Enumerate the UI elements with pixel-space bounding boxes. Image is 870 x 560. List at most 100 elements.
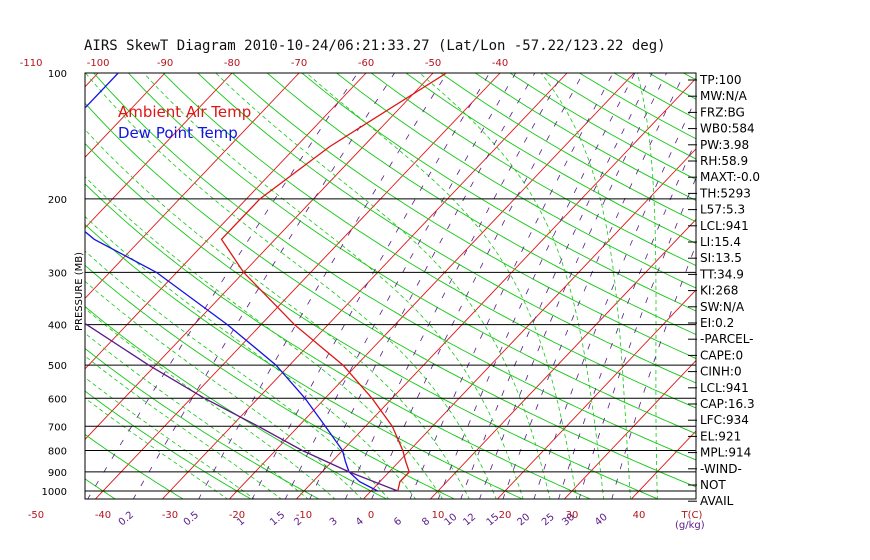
pressure-tick-label: 300 <box>48 268 67 279</box>
index-label: CINH:0 <box>700 365 742 379</box>
dry-adiabat-line <box>336 73 696 289</box>
moist-adiabat-line <box>215 73 551 499</box>
index-label: LCL:941 <box>700 219 749 233</box>
index-label: TP:100 <box>699 73 742 87</box>
mixing-ratio-line <box>502 73 685 499</box>
mixing-ratio-line <box>87 73 358 499</box>
dry-adiabat-line <box>85 478 116 499</box>
mixing-ratio-tick-labels: 0.2 0.5 1 1.5 2 3 4 6 8 10 12 15 20 25 30 40 <box>117 510 610 529</box>
isotherm-line <box>85 73 434 441</box>
top-temperature-tick-label: -110 <box>20 58 43 69</box>
dry-adiabat-line <box>753 73 870 500</box>
isotherm-line <box>429 218 696 499</box>
isotherm-line <box>228 73 635 499</box>
mixing-ratio-line <box>251 73 490 499</box>
mixing-ratio-tick-label: 8 <box>420 516 432 529</box>
index-label: PW:3.98 <box>700 138 749 152</box>
index-label: L57:5.3 <box>700 203 745 217</box>
index-label: EL:921 <box>700 429 741 443</box>
mixing-ratio-line <box>198 73 448 499</box>
dew-point-temp-series-line <box>85 73 378 492</box>
dry-adiabat-line <box>85 102 696 488</box>
mixing-ratio-tick-label: 3 <box>328 516 340 529</box>
top-temperature-tick-label: -70 <box>291 58 307 69</box>
bottom-temperature-tick-label: 0 <box>368 510 374 521</box>
pressure-tick-label: 100 <box>48 69 67 80</box>
isotherm-line <box>630 430 696 499</box>
index-label: SI:13.5 <box>700 251 742 265</box>
dry-adiabat-line <box>266 73 696 335</box>
isotherm-line <box>161 73 568 499</box>
dry-adiabat-line <box>128 73 696 435</box>
mixing-ratio-tick-label: 1 <box>235 516 247 529</box>
legend: Ambient Air Temp Dew Point Temp <box>118 103 251 142</box>
mixing-ratio-line <box>132 73 395 499</box>
index-label: WB0:584 <box>700 122 755 136</box>
moist-adiabat-line <box>85 307 336 499</box>
bottom-temperature-tick-label: -50 <box>28 510 44 521</box>
top-temperature-tick-label: -80 <box>224 58 240 69</box>
mixing-ratio-line <box>284 73 516 499</box>
mixing-ratio-tick-label: 10 <box>443 512 460 529</box>
mixing-ratio-unit-label: (g/kg) <box>675 520 705 531</box>
bottom-temperature-tick-label: 20 <box>499 510 512 521</box>
y-axis-label: PRESSURE (MB) <box>74 252 85 331</box>
top-temperature-tick-label: -50 <box>425 58 441 69</box>
moist-adiabat-line <box>419 73 605 499</box>
profile-series <box>85 73 447 492</box>
parcel-series-line <box>85 322 399 492</box>
top-temperature-tick-label: -40 <box>492 58 508 69</box>
index-label: AVAIL <box>700 494 734 508</box>
top-temperature-tick-labels: -120-110-100-90-80-70-60-50-40 <box>20 58 509 69</box>
dry-adiabat-line <box>301 73 696 312</box>
bottom-temperature-tick-label: 10 <box>432 510 445 521</box>
index-label: KI:268 <box>700 284 738 298</box>
mixing-ratio-tick-label: 0.5 <box>182 510 201 529</box>
index-label: RH:58.9 <box>700 154 748 168</box>
dry-adiabat-line <box>85 223 524 499</box>
index-label: EI:0.2 <box>700 316 734 330</box>
moist-adiabat-line <box>306 73 578 499</box>
chart-title: AIRS SkewT Diagram 2010-10-24/06:21:33.2… <box>84 38 666 54</box>
mixing-ratio-tick-label: 20 <box>515 512 532 529</box>
index-label: MAXT:-0.0 <box>700 170 760 184</box>
moist-adiabat-line <box>540 73 631 499</box>
bottom-temperature-tick-label: -10 <box>296 510 312 521</box>
pressure-tick-labels: 100 200 300 400 500 600 700 800 900 1000 <box>42 69 67 498</box>
mixing-ratio-line <box>437 73 636 499</box>
dry-adiabat-line <box>85 390 252 499</box>
index-label: TH:5293 <box>699 186 751 200</box>
isotherm-line <box>85 73 300 300</box>
top-temperature-tick-label: -100 <box>87 58 110 69</box>
pressure-tick-label: 1000 <box>42 487 67 498</box>
mixing-ratio-line <box>409 73 614 499</box>
dry-adiabat-line <box>85 433 184 499</box>
mixing-ratio-line <box>460 73 653 499</box>
moist-adiabat-line <box>85 332 309 499</box>
isotherm-line <box>496 289 696 499</box>
moist-adiabat-line <box>85 397 229 499</box>
mixing-ratio-tick-label: 40 <box>593 512 610 529</box>
mixing-ratio-line <box>578 176 696 499</box>
pressure-tick-label: 900 <box>48 468 67 479</box>
mixing-ratio-tick-label: 0.2 <box>117 510 136 529</box>
mixing-ratio-tick-label: 25 <box>540 512 557 529</box>
top-temperature-tick-label: -90 <box>157 58 173 69</box>
pressure-tick-label: 500 <box>48 361 67 372</box>
pressure-tick-label: 200 <box>48 195 67 206</box>
legend-dew-point-temp: Dew Point Temp <box>118 124 238 142</box>
dry-adiabat-line <box>162 73 696 409</box>
mixing-ratio-line <box>558 139 696 499</box>
dry-adiabat-line <box>405 73 696 244</box>
mixing-ratio-tick-label: 6 <box>392 516 404 529</box>
dry-adiabat-line <box>197 73 696 384</box>
dry-adiabat-line <box>85 142 660 499</box>
bottom-temperature-tick-label: 40 <box>633 510 646 521</box>
pressure-tick-label: 400 <box>48 321 67 332</box>
pressure-tick-label: 600 <box>48 394 67 405</box>
index-label: -WIND- <box>700 462 742 476</box>
moist-adiabat-line <box>85 73 497 499</box>
mixing-ratio-line <box>611 243 696 499</box>
moist-adiabat-line <box>85 280 363 499</box>
